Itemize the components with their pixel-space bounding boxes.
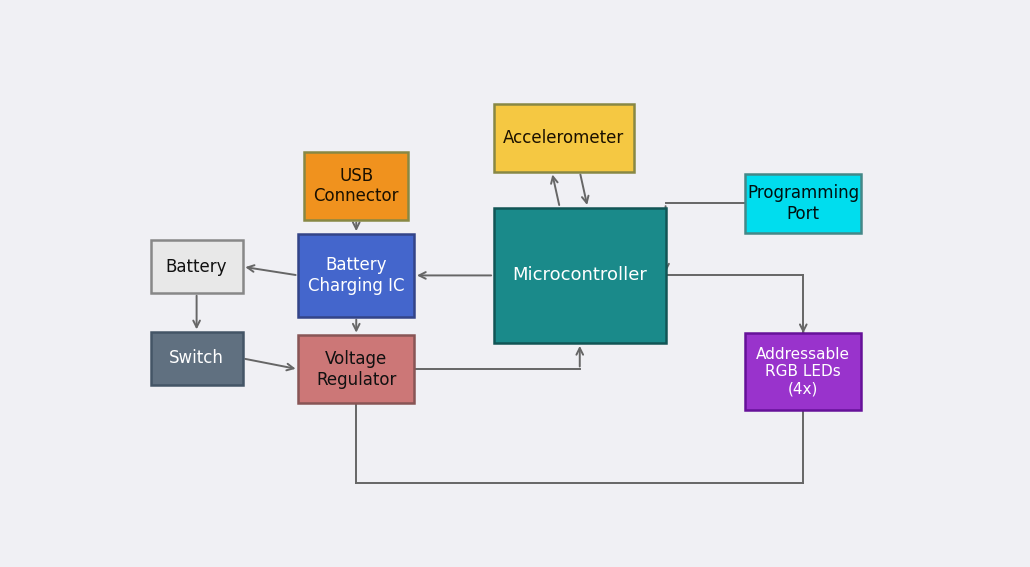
FancyBboxPatch shape [305,152,408,220]
Text: Microcontroller: Microcontroller [512,266,647,285]
FancyBboxPatch shape [746,174,861,233]
Text: Addressable
RGB LEDs
(4x): Addressable RGB LEDs (4x) [756,346,851,396]
FancyBboxPatch shape [299,336,414,403]
FancyBboxPatch shape [299,234,414,317]
Text: Battery: Battery [166,257,228,276]
Text: Voltage
Regulator: Voltage Regulator [316,350,397,389]
FancyBboxPatch shape [746,333,861,410]
FancyBboxPatch shape [494,104,633,172]
Text: Battery
Charging IC: Battery Charging IC [308,256,405,295]
Text: Switch: Switch [169,349,225,367]
Text: USB
Connector: USB Connector [313,167,399,205]
FancyBboxPatch shape [150,332,242,384]
FancyBboxPatch shape [150,240,242,293]
Text: Accelerometer: Accelerometer [504,129,624,147]
Text: Programming
Port: Programming Port [747,184,859,223]
FancyBboxPatch shape [494,208,665,343]
